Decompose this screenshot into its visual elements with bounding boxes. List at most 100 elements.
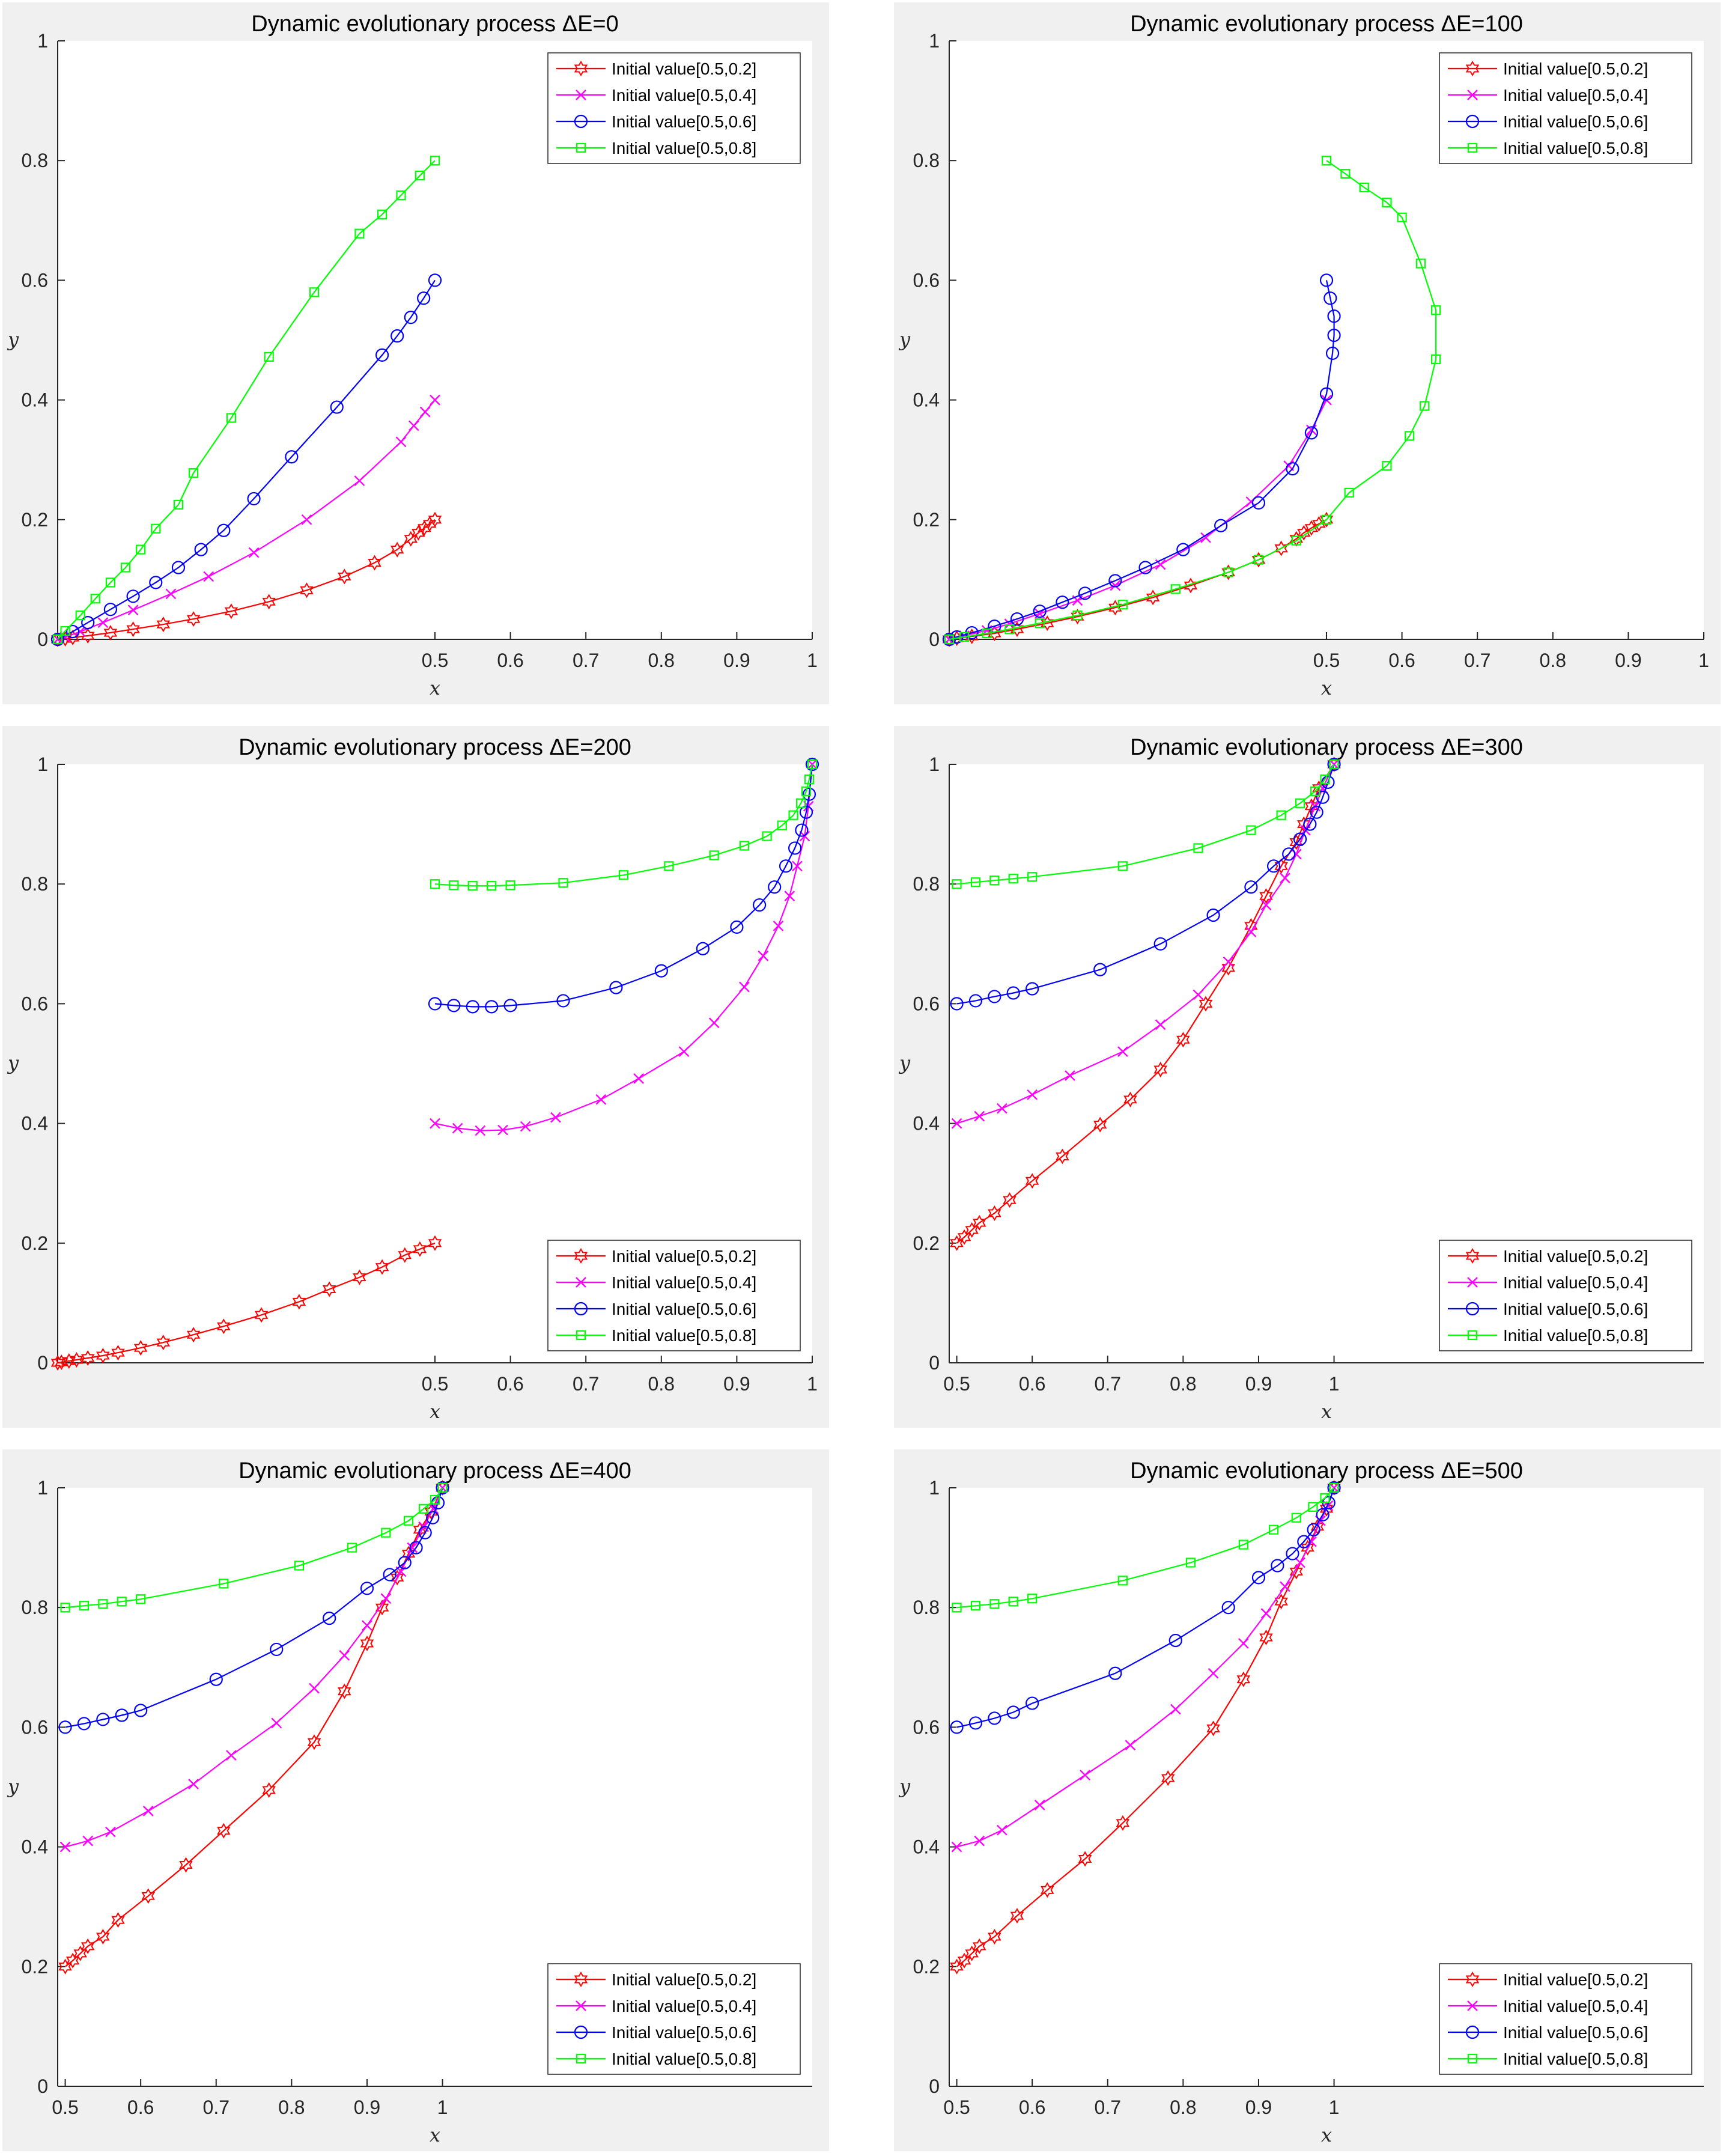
data-point [1286, 462, 1299, 476]
data-point [1025, 1173, 1039, 1189]
data-point [75, 611, 85, 621]
legend-swatch-marker [1465, 1248, 1480, 1264]
series-line [956, 764, 1335, 885]
data-point [997, 1103, 1007, 1114]
x-tick-label: 0.5 [52, 2097, 78, 2118]
data-point [970, 877, 981, 888]
legend-swatch-marker [1467, 2053, 1478, 2064]
y-axis-label: y [898, 1775, 911, 1798]
data-point [1282, 847, 1296, 861]
legend-label: Initial value[0.5,0.8] [1503, 139, 1648, 157]
data-point [1208, 1667, 1219, 1679]
x-tick-label: 0.8 [648, 650, 675, 671]
series-group [50, 757, 819, 1371]
data-point [1027, 1089, 1038, 1100]
data-point [219, 1579, 229, 1589]
data-point [59, 1841, 71, 1853]
series-line [949, 160, 1437, 641]
data-point [788, 841, 802, 855]
y-tick-label: 1 [929, 30, 940, 52]
legend-swatch-marker [1467, 1330, 1478, 1341]
data-point [217, 1823, 231, 1839]
series-initial-value-0-5-0-8 [944, 156, 1441, 645]
data-point [1161, 1770, 1175, 1786]
chart-de-200: 0 0.2 0.4 0.6 0.8 1 0.5 0.6 0.7 0.8 0.9 1 Dynamic ev… [7, 735, 819, 1423]
data-point [654, 964, 668, 978]
data-point [322, 1281, 336, 1297]
x-tick-label: 0.7 [1095, 1373, 1121, 1395]
data-point [1295, 1557, 1305, 1568]
data-point [1027, 1594, 1038, 1604]
y-tick-label: 0 [37, 1352, 48, 1374]
data-point [1415, 258, 1426, 269]
data-point [807, 759, 818, 770]
x-tick-label: 0.7 [573, 650, 599, 671]
data-point [1108, 574, 1122, 588]
y-tick-label: 0.4 [22, 1113, 48, 1134]
legend-entry: Initial value[0.5,0.2] [556, 1247, 756, 1265]
data-point [115, 1708, 129, 1722]
legend-entry: Initial value[0.5,0.2] [1448, 1247, 1648, 1265]
x-tick-label: 0.6 [1019, 1373, 1045, 1395]
data-point [1382, 197, 1392, 208]
data-point [805, 757, 819, 772]
data-point [381, 1527, 391, 1538]
legend-entry: Initial value[0.5,0.6] [1448, 112, 1648, 131]
data-point [126, 589, 140, 603]
data-point [1310, 805, 1323, 819]
panel-de-300: 0 0.2 0.4 0.6 0.8 1 0.5 0.6 0.7 0.8 0.9 1 Dynamic ev… [894, 726, 1721, 1428]
data-point [1291, 535, 1301, 546]
data-point [1310, 786, 1320, 796]
data-point [1319, 387, 1334, 401]
data-point [696, 942, 710, 955]
data-point [430, 879, 440, 889]
legend-swatch-marker [1465, 1302, 1480, 1316]
legend-box [547, 1963, 801, 2075]
data-point [1078, 586, 1092, 600]
data-point [309, 287, 320, 297]
x-tick-label: 0.8 [1540, 650, 1566, 671]
series-line [65, 1487, 443, 1609]
data-point [1123, 1091, 1137, 1107]
data-point [151, 523, 161, 534]
data-point [475, 1125, 486, 1136]
data-point [1316, 790, 1329, 804]
data-point [1223, 567, 1233, 577]
data-point [430, 1494, 440, 1505]
panel-de-500: 0 0.2 0.4 0.6 0.8 1 0.5 0.6 0.7 0.8 0.9 1 Dynamic ev… [894, 1449, 1721, 2151]
data-point [1431, 354, 1441, 364]
x-tick-label: 0.7 [203, 2097, 229, 2118]
y-tick-label: 1 [929, 754, 940, 775]
series-line [434, 764, 813, 1131]
data-point [1078, 1851, 1092, 1867]
series-initial-value-0-5-0-2 [58, 1480, 449, 1975]
data-point [188, 1779, 199, 1789]
data-point [1297, 1535, 1311, 1548]
data-point [254, 1307, 269, 1323]
y-tick-label: 1 [929, 1477, 940, 1499]
legend-entry: Initial value[0.5,0.8] [1448, 139, 1648, 157]
series-initial-value-0-5-0-2 [50, 1235, 442, 1371]
data-point [375, 348, 389, 362]
data-point [353, 1269, 366, 1285]
data-point [77, 1717, 91, 1731]
data-point [1244, 880, 1258, 894]
y-tick-label: 1 [37, 30, 48, 52]
data-point [90, 594, 100, 604]
x-axis-label: x [1321, 1400, 1332, 1423]
data-point [788, 810, 798, 820]
series-initial-value-0-5-0-6 [950, 1481, 1341, 1734]
x-tick-label: 0.5 [943, 1373, 970, 1395]
data-point [156, 1335, 171, 1351]
data-point [988, 1711, 1001, 1725]
data-point [194, 543, 208, 556]
data-point [466, 1000, 479, 1014]
legend-swatch-marker [574, 1302, 588, 1316]
series-line [956, 1487, 1335, 1609]
y-tick-label: 0.2 [22, 509, 48, 531]
data-point [347, 1542, 357, 1553]
legend-entry: Initial value[0.5,0.4] [556, 86, 756, 105]
legend-label: Initial value[0.5,0.4] [1503, 86, 1648, 105]
data-point [1259, 888, 1273, 904]
legend-label: Initial value[0.5,0.4] [612, 1273, 756, 1292]
